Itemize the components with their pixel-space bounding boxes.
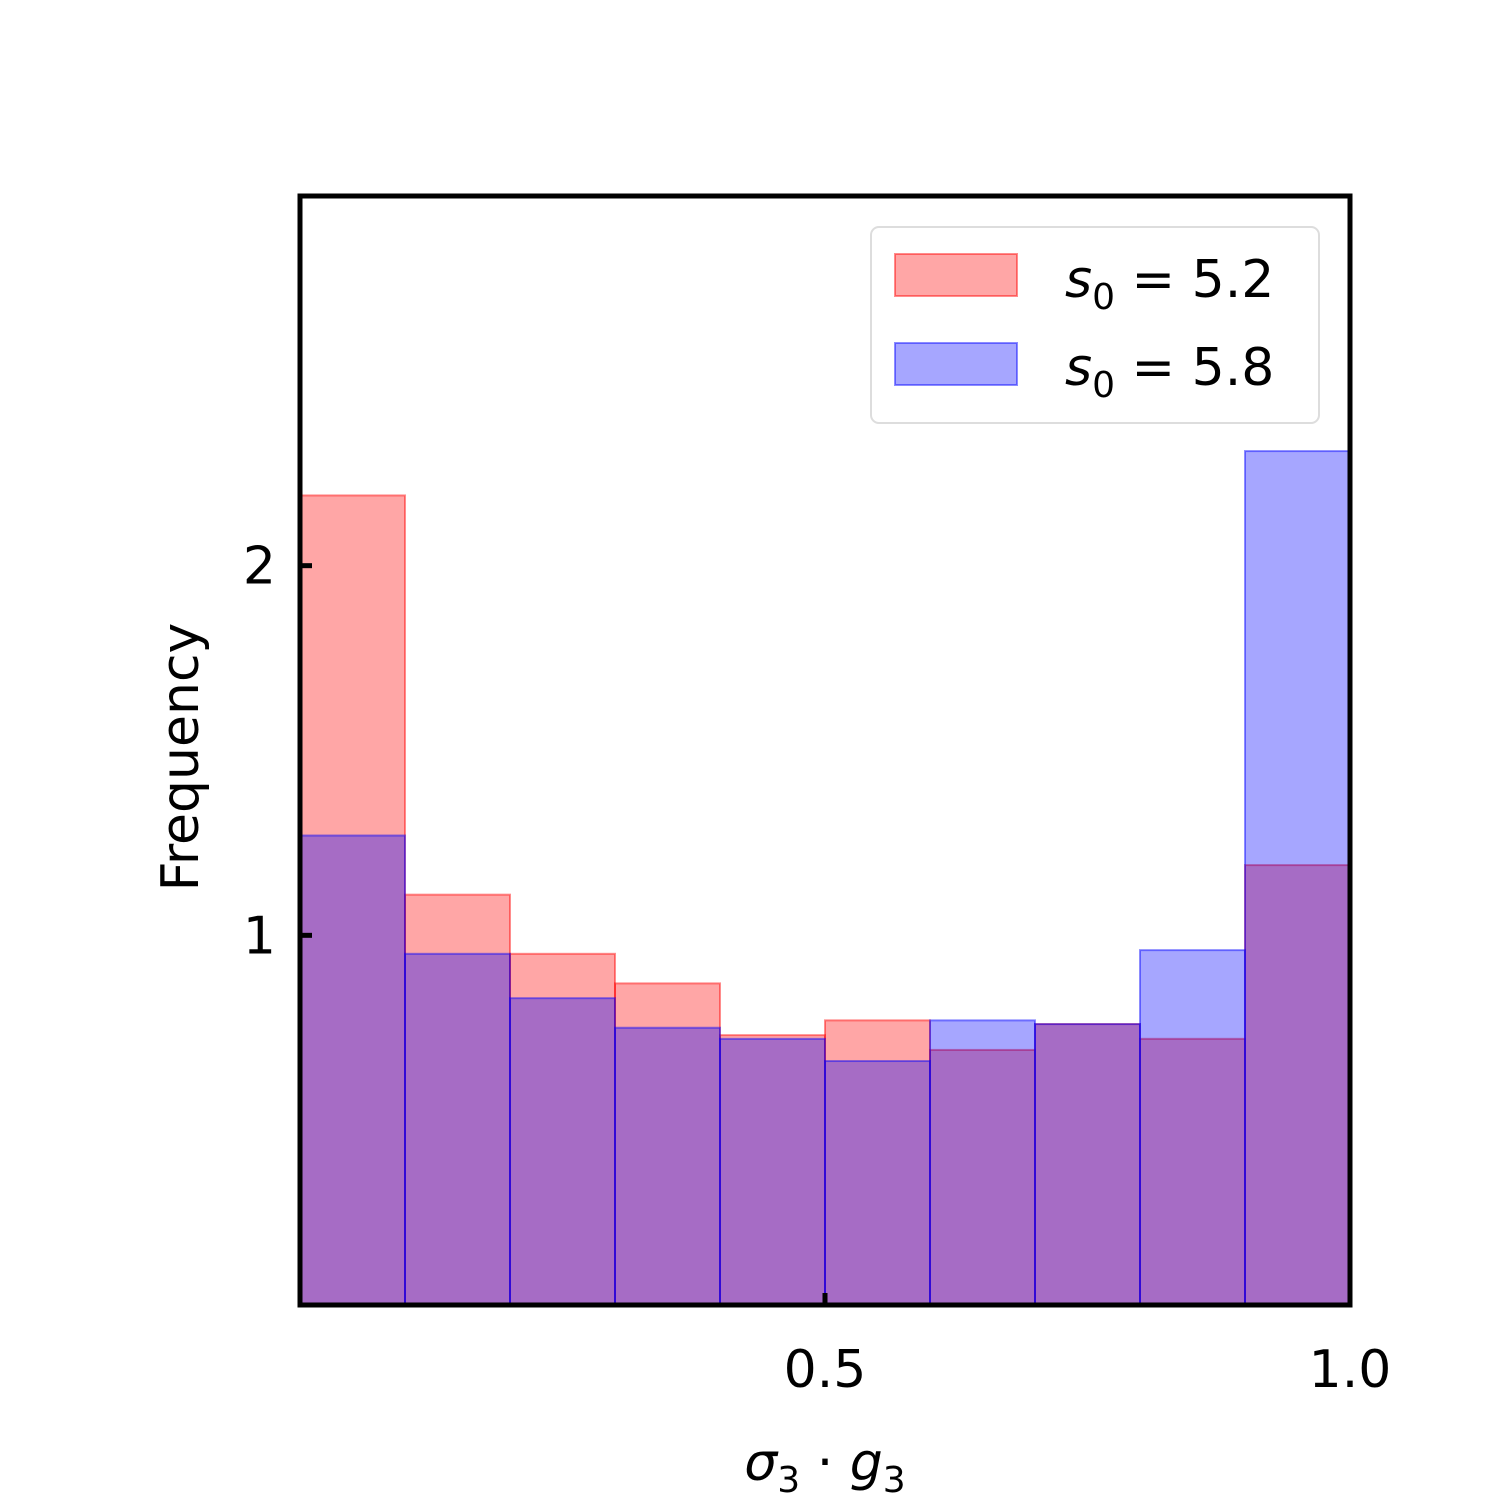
x-label-symbol-g: g [850,1433,883,1493]
x-axis-label: σ3 · g3 [744,1433,905,1500]
y-tick-label-2: 2 [243,537,276,597]
legend: s0 = 5.2 s0 = 5.8 [870,226,1320,424]
legend-label-s0-5.8: s0 = 5.8 [1065,338,1274,406]
x-tick-label-0.5: 0.5 [784,1340,867,1400]
histogram-bar-series-2-bin-5 [719,1037,826,1306]
x-tick-label-1.0: 1.0 [1309,1340,1392,1400]
histogram-bar-series-1-bin-2 [404,893,511,1306]
x-label-sub-2: 3 [883,1460,906,1500]
histogram-bar-series-1-bin-7 [929,1048,1036,1307]
histogram-bar-series-2-bin-7 [929,1019,1036,1307]
x-label-sub-1: 3 [777,1460,800,1500]
histogram-bar-series-1-bin-6 [824,1019,931,1307]
histogram-bar-series-1-bin-8 [1034,1023,1141,1306]
histogram-bar-series-2-bin-10 [1244,450,1351,1306]
x-label-symbol-sigma: σ [744,1433,779,1493]
histogram-bar-series-1-bin-5 [719,1034,826,1306]
histogram-bar-series-1-bin-10 [1244,864,1351,1306]
histogram-bar-series-2-bin-8 [1034,1023,1141,1306]
x-label-dot: · [800,1433,850,1493]
histogram-bar-series-2-bin-3 [509,997,616,1307]
histogram-bar-series-2-bin-9 [1139,949,1246,1306]
histogram-bar-series-2-bin-4 [614,1026,721,1306]
legend-label-s0-5.2: s0 = 5.2 [1065,250,1274,318]
axis-ticks: 0.5 1.0 1 2 [243,537,1391,1400]
y-axis-label: Frequency [151,623,211,892]
histogram-bars [299,450,1351,1307]
y-tick-label-1: 1 [243,906,276,966]
histogram-bar-series-2-bin-6 [824,1060,931,1307]
plot-frame [297,193,1353,1308]
histogram-bar-series-1-bin-3 [509,952,616,1306]
histogram-bar-series-2-bin-1 [299,834,406,1306]
legend-swatch-s0-5.8 [894,342,1018,386]
legend-frame [870,226,1320,424]
histogram-bar-series-2-bin-2 [404,952,511,1306]
legend-swatch-s0-5.2 [894,253,1018,297]
histogram-bar-series-1-bin-4 [614,982,721,1306]
